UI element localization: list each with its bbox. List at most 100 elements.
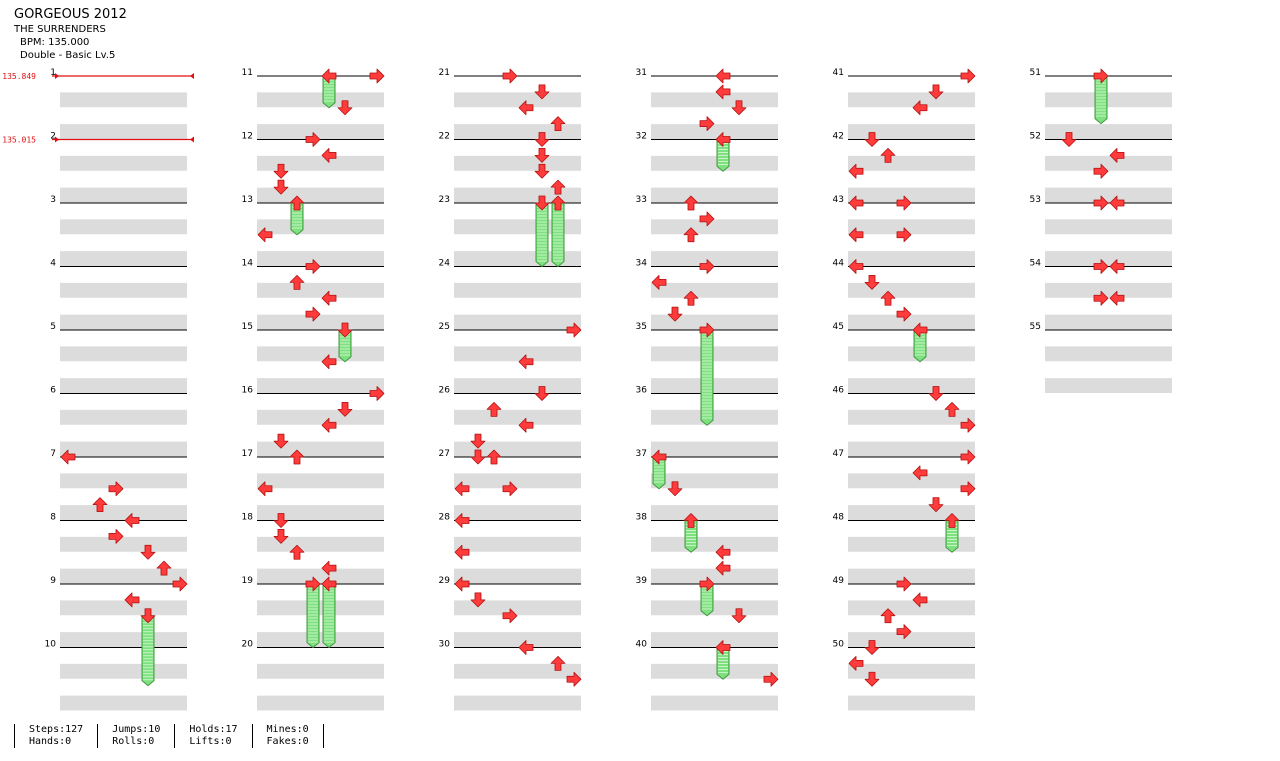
step-arrow-down — [928, 497, 944, 513]
step-arrow-right — [960, 417, 976, 433]
hold-note — [945, 520, 959, 553]
measure-number: 25 — [439, 322, 450, 332]
measure-number: 37 — [636, 449, 647, 459]
beat-stripe — [848, 616, 975, 632]
beat-stripe — [651, 568, 778, 584]
beat-stripe — [848, 441, 975, 457]
bpm-marker-left — [55, 73, 59, 79]
beat-stripe — [1045, 235, 1172, 251]
beat-stripe — [257, 441, 384, 457]
step-arrow-down — [470, 433, 486, 449]
beat-stripe — [651, 330, 778, 346]
beat-stripe — [1045, 362, 1172, 378]
beat-stripe — [60, 616, 187, 632]
beat-stripe — [1045, 330, 1172, 346]
measure-number: 22 — [439, 132, 450, 142]
step-arrow-up — [880, 608, 896, 624]
step-arrow-right — [305, 132, 321, 147]
step-arrow-right — [305, 259, 321, 274]
beat-stripe — [848, 425, 975, 441]
step-arrow-down — [140, 544, 156, 560]
beat-stripe — [848, 251, 975, 266]
label-layer: 1234567891011121314151617181920212223242… — [2, 68, 1041, 650]
beat-stripe — [60, 600, 187, 616]
step-arrow-right — [1093, 68, 1109, 84]
step-arrow-left — [1109, 259, 1125, 274]
step-arrow-left — [321, 147, 337, 163]
beat-stripe — [60, 425, 187, 441]
step-arrow-up — [683, 227, 699, 243]
step-arrow-down — [928, 84, 944, 100]
beat-stripe — [848, 330, 975, 346]
beat-stripe — [848, 346, 975, 362]
measure-number: 53 — [1030, 195, 1041, 205]
beat-stripe — [60, 457, 187, 473]
beat-stripe — [454, 425, 581, 441]
step-arrow-up — [550, 116, 566, 132]
beat-stripe — [60, 187, 187, 203]
beat-stripe — [257, 584, 384, 600]
bpm-label: 135.849 — [2, 72, 36, 81]
step-arrow-left — [715, 544, 731, 560]
beat-stripe — [1045, 171, 1172, 187]
step-chart: 1234567891011121314151617181920212223242… — [2, 68, 1172, 711]
measure-number: 27 — [439, 449, 450, 459]
step-arrow-left — [321, 560, 337, 576]
beat-stripe — [651, 362, 778, 378]
measure-number: 36 — [636, 386, 648, 396]
step-arrow-right — [369, 386, 385, 401]
beat-stripe — [651, 663, 778, 679]
beat-stripe — [60, 536, 187, 552]
step-arrow-left — [715, 640, 731, 655]
arrow-layer — [60, 68, 1125, 687]
beat-stripe — [848, 584, 975, 600]
beat-stripe — [257, 536, 384, 552]
beat-stripe — [848, 632, 975, 647]
beat-stripe — [454, 219, 581, 235]
measure-number: 54 — [1030, 259, 1042, 269]
measure-number: 32 — [636, 132, 647, 142]
step-arrow-left — [848, 163, 864, 179]
step-arrow-down — [470, 592, 486, 608]
beat-stripe — [60, 155, 187, 171]
step-arrow-down — [534, 147, 550, 163]
beat-stripe — [257, 648, 384, 663]
beat-stripe — [1045, 378, 1172, 393]
step-arrow-left — [454, 576, 470, 592]
stat-jumps: Jumps:10 — [112, 724, 161, 735]
step-arrow-up — [289, 195, 305, 211]
step-arrow-right — [896, 306, 912, 322]
beat-stripe — [257, 267, 384, 282]
beat-stripe — [454, 394, 581, 409]
step-arrow-up — [880, 147, 896, 163]
stat-holds: Holds:17 — [189, 724, 238, 735]
hold-note — [322, 75, 336, 109]
beat-stripe — [651, 457, 778, 473]
measure-number: 29 — [439, 576, 451, 586]
step-arrow-left — [912, 100, 928, 116]
measure-number: 44 — [833, 259, 845, 269]
beat-stripe — [60, 695, 187, 711]
measure-layer — [60, 75, 1172, 711]
beat-stripe — [848, 171, 975, 187]
stat-steps: Steps:127 — [29, 724, 84, 735]
beat-stripe — [60, 140, 187, 155]
measure-number: 26 — [439, 386, 451, 396]
beat-stripe — [60, 441, 187, 457]
step-arrow-down — [140, 608, 156, 624]
step-arrow-left — [321, 417, 337, 433]
beat-stripe — [257, 282, 384, 298]
beat-stripe — [454, 648, 581, 663]
measure-number: 11 — [242, 68, 253, 78]
measure-number: 9 — [50, 576, 56, 586]
beat-stripe — [257, 663, 384, 679]
step-arrow-down — [273, 528, 289, 544]
measure-number: 13 — [242, 195, 253, 205]
beat-stripe — [257, 505, 384, 520]
beat-stripe — [1045, 314, 1172, 330]
hold-note — [306, 583, 320, 649]
beat-stripe — [651, 679, 778, 695]
measure-number: 12 — [242, 132, 253, 142]
beat-stripe — [60, 92, 187, 108]
step-arrow-right — [1093, 195, 1109, 211]
